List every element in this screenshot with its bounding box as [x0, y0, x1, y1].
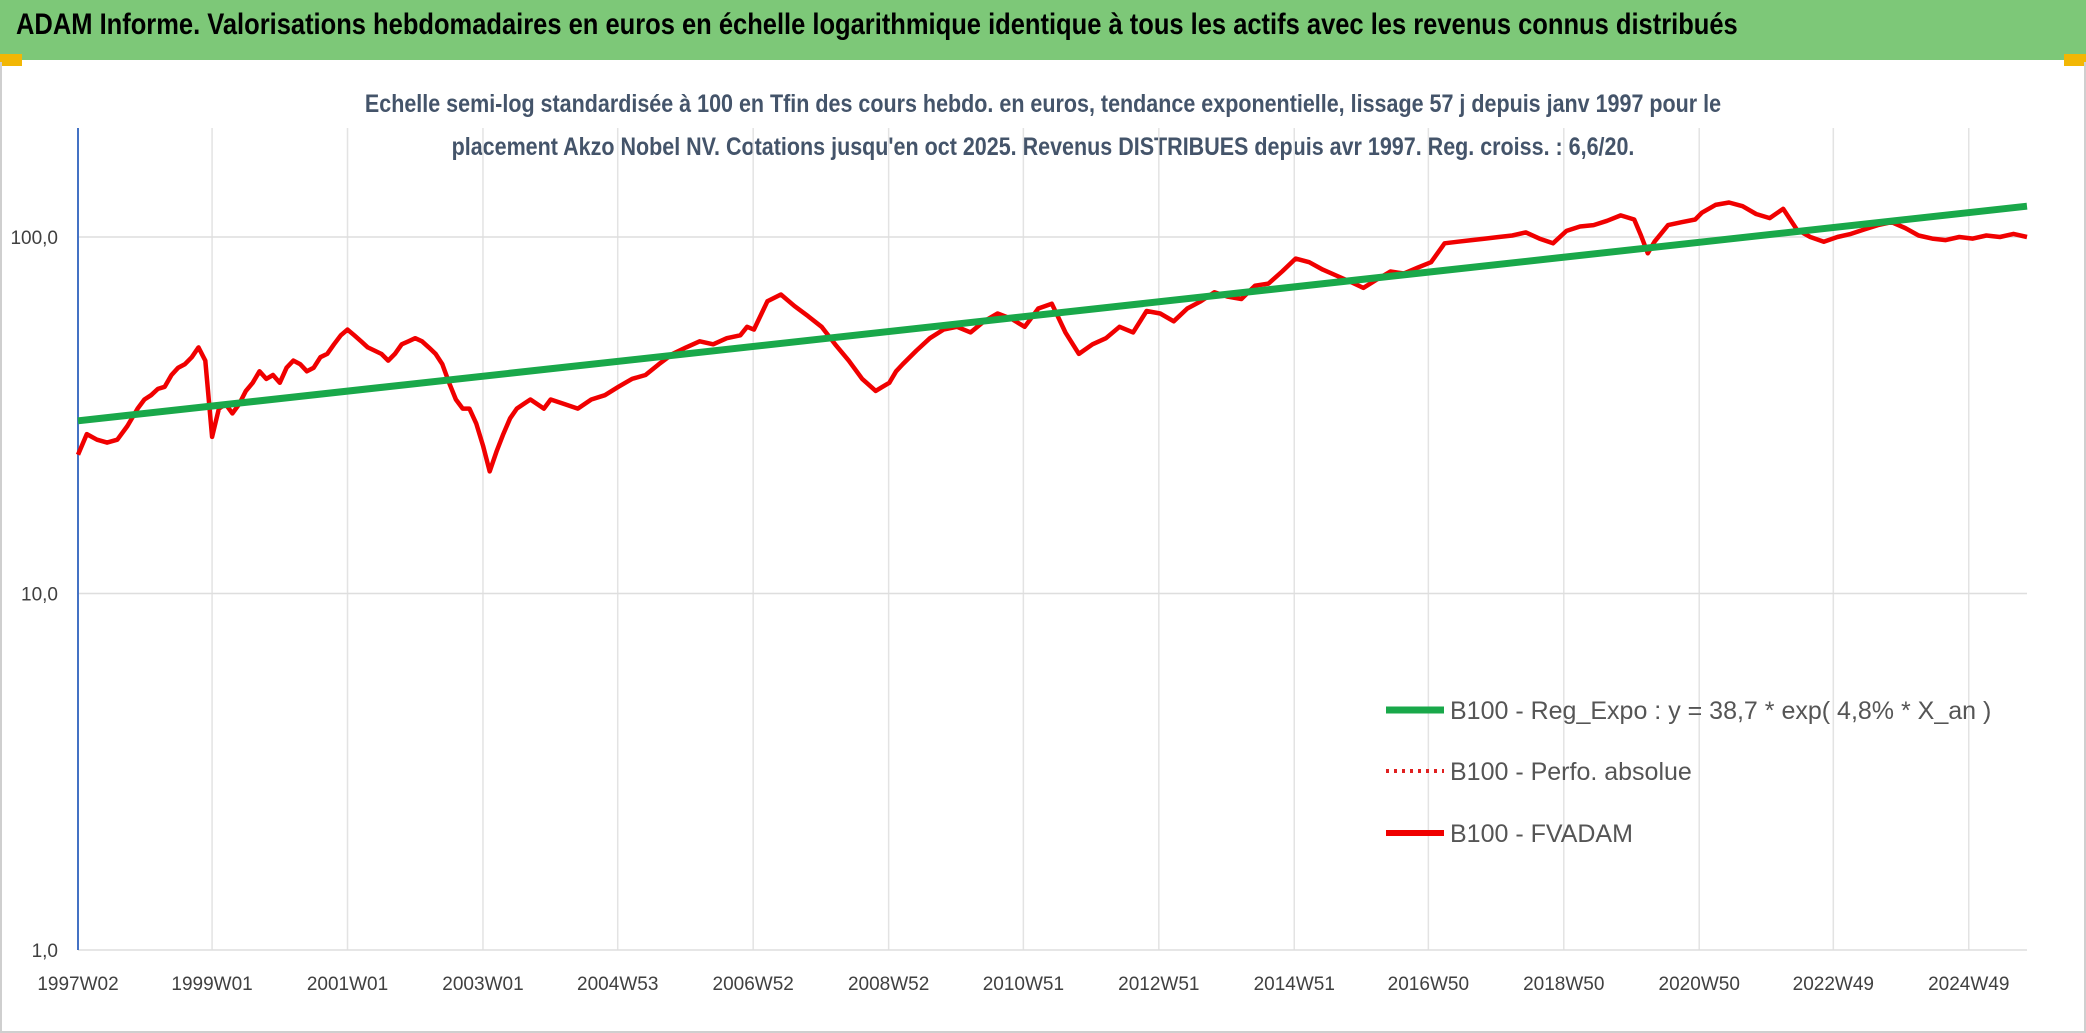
x-tick-label: 2010W51 [983, 974, 1064, 995]
x-tick-label: 2022W49 [1793, 974, 1874, 995]
y-tick-label: 10,0 [21, 585, 58, 606]
x-tick-label: 2016W50 [1388, 974, 1469, 995]
chart-subtitle-line-1: Echelle semi-log standardisée à 100 en T… [364, 90, 1722, 118]
x-tick-label: 2024W49 [1928, 974, 2009, 995]
legend-label: B100 - Reg_Expo : y = 38,7 * exp( 4,8% *… [1450, 697, 1991, 725]
chart-subtitle-line-2: placement Akzo Nobel NV. Cotations jusqu… [451, 133, 1635, 161]
series [75, 200, 2028, 474]
x-tick-label: 1999W01 [171, 974, 252, 995]
x-tick-label: 2004W53 [577, 974, 658, 995]
legend-label: B100 - Perfo. absolue [1450, 758, 1692, 786]
y-tick-labels: 1,0 10,0 100,0 [10, 228, 58, 962]
y-tick-label: 100,0 [10, 228, 58, 249]
grid [78, 128, 2027, 951]
x-tick-label: 2008W52 [848, 974, 929, 995]
series-line-reg-expo [77, 202, 2028, 425]
legend: B100 - Reg_Expo : y = 38,7 * exp( 4,8% *… [1386, 697, 1991, 848]
series-line-fvadam [75, 200, 2028, 474]
x-tick-label: 2020W50 [1659, 974, 1740, 995]
x-tick-labels: 1997W02 1999W01 2001W01 2003W01 2004W53 2006W… [37, 974, 2009, 995]
x-tick-label: 2003W01 [442, 974, 523, 995]
x-tick-label: 2001W01 [307, 974, 388, 995]
x-tick-label: 2006W52 [713, 974, 794, 995]
report-banner: ADAM Informe. Valorisations hebdomadaire… [0, 0, 2086, 60]
report-title: ADAM Informe. Valorisations hebdomadaire… [16, 8, 1738, 41]
x-tick-label: 2018W50 [1523, 974, 1604, 995]
corner-marker-left [0, 54, 22, 66]
x-tick-label: 2014W51 [1254, 974, 1335, 995]
chart-frame [0, 62, 2086, 1033]
x-tick-label: 1997W02 [37, 974, 118, 995]
y-tick-label: 1,0 [32, 941, 58, 962]
legend-label: B100 - FVADAM [1450, 820, 1633, 848]
x-tick-label: 2012W51 [1118, 974, 1199, 995]
corner-marker-right [2064, 54, 2086, 66]
